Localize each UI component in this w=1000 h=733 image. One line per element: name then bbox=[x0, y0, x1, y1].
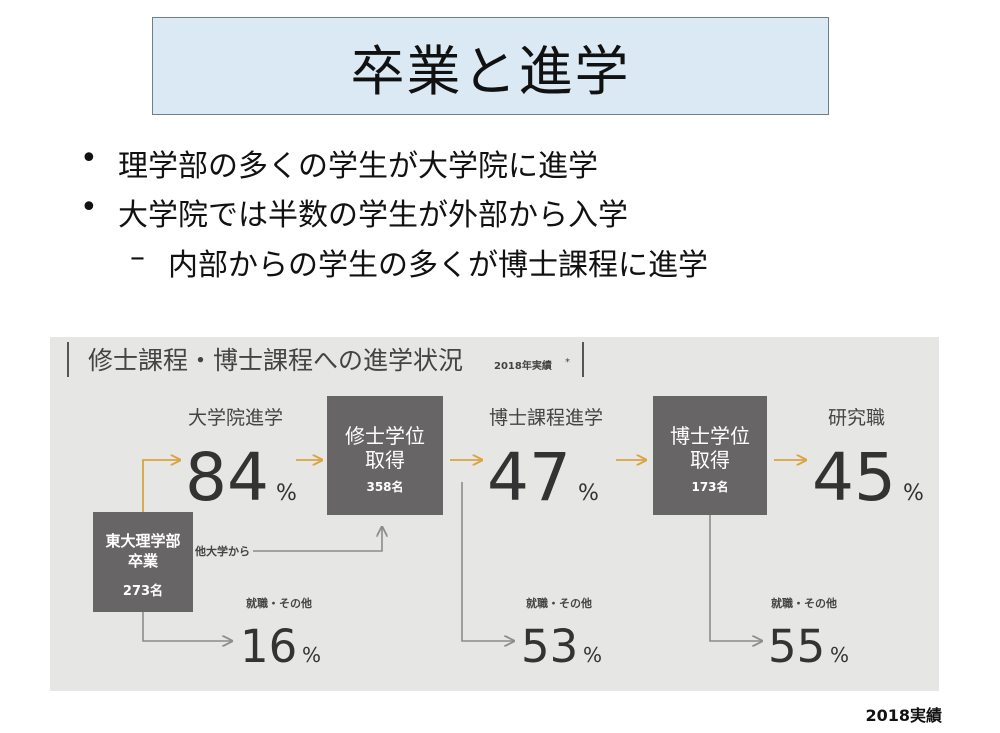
undergrad-box-line1: 東大理学部 bbox=[105, 532, 180, 550]
doctoral-percent: % bbox=[578, 481, 599, 506]
slide-title: 卒業と進学 bbox=[350, 39, 631, 103]
undergrad-box-count: 273名 bbox=[123, 583, 163, 599]
doctoral-value: 47 bbox=[487, 439, 571, 516]
bullet-item: • 大学院では半数の学生が外部から入学 bbox=[80, 190, 628, 234]
doctor-box-line2: 取得 bbox=[690, 448, 730, 472]
progression-diagram: 修士課程・博士課程への進学状況 2018年実績 * 東大理学部 卒業 273名 … bbox=[50, 337, 939, 691]
flow-diagram-svg: 修士課程・博士課程への進学状況 2018年実績 * 東大理学部 卒業 273名 … bbox=[67, 342, 924, 673]
doctor-box bbox=[653, 396, 767, 515]
job-master-percent: % bbox=[583, 643, 602, 667]
master-box-line2: 取得 bbox=[365, 448, 405, 472]
doctoral-label: 博士課程進学 bbox=[489, 407, 603, 429]
master-box bbox=[327, 396, 443, 515]
bullet-marker: • bbox=[80, 190, 98, 225]
diagram-heading: 修士課程・博士課程への進学状況 bbox=[88, 346, 463, 375]
bullet-list: • 理学部の多くの学生が大学院に進学 • 大学院では半数の学生が外部から入学 –… bbox=[0, 0, 1000, 300]
undergrad-box bbox=[93, 512, 193, 612]
job-master-label: 就職・その他 bbox=[526, 596, 592, 610]
other-univ-arrow bbox=[253, 527, 382, 552]
job-doctor-value: 55 bbox=[768, 620, 825, 673]
sub-bullet-item: – 内部からの学生の多くが博士課程に進学 bbox=[130, 240, 708, 284]
researcher-value: 45 bbox=[812, 439, 896, 516]
grad-school-value: 84 bbox=[185, 439, 269, 516]
doctor-box-count: 173名 bbox=[691, 479, 728, 494]
doctor-to-job-arrow bbox=[709, 515, 762, 641]
bullet-item: • 理学部の多くの学生が大学院に進学 bbox=[80, 141, 598, 185]
bullet-marker: • bbox=[80, 141, 98, 176]
slide-title-box: 卒業と進学 bbox=[152, 17, 829, 115]
bullet-text: 大学院では半数の学生が外部から入学 bbox=[118, 198, 628, 233]
undergrad-to-job-arrow bbox=[142, 612, 232, 641]
grad-school-percent: % bbox=[276, 481, 297, 506]
bullet-text: 理学部の多くの学生が大学院に進学 bbox=[118, 149, 598, 184]
master-to-job-arrow bbox=[461, 482, 514, 641]
researcher-percent: % bbox=[903, 481, 924, 506]
job-undergrad-percent: % bbox=[302, 643, 321, 667]
job-master-value: 53 bbox=[521, 620, 578, 673]
master-box-count: 358名 bbox=[366, 479, 403, 494]
footnote: 2018実績 bbox=[865, 706, 942, 725]
diagram-heading-note: 2018年実績 bbox=[494, 359, 552, 372]
doctor-box-line1: 博士学位 bbox=[670, 424, 750, 448]
job-undergrad-label: 就職・その他 bbox=[246, 596, 312, 610]
job-undergrad-value: 16 bbox=[240, 620, 297, 673]
heading-asterisk: * bbox=[565, 357, 570, 368]
undergrad-to-grad-arrow bbox=[142, 460, 180, 512]
researcher-label: 研究職 bbox=[828, 407, 885, 429]
bullet-text: 内部からの学生の多くが博士課程に進学 bbox=[168, 248, 708, 283]
grad-school-label: 大学院進学 bbox=[188, 407, 283, 429]
other-univ-label: 他大学から bbox=[194, 544, 250, 558]
undergrad-box-line2: 卒業 bbox=[128, 552, 159, 570]
job-doctor-percent: % bbox=[830, 643, 849, 667]
master-box-line1: 修士学位 bbox=[345, 424, 425, 448]
bullet-marker: – bbox=[130, 240, 145, 275]
job-doctor-label: 就職・その他 bbox=[771, 596, 837, 610]
